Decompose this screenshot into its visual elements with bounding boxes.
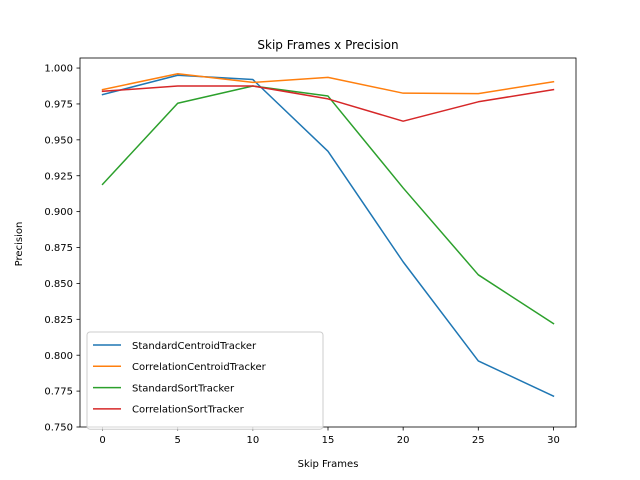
legend-label-0: StandardCentroidTracker	[132, 341, 257, 352]
y-tick-label: 0.825	[44, 315, 73, 326]
x-axis-label: Skip Frames	[298, 459, 359, 470]
y-tick-label: 0.875	[44, 243, 73, 254]
chart-title: Skip Frames x Precision	[257, 38, 398, 52]
x-tick-label: 20	[397, 435, 410, 446]
y-tick-label: 0.750	[44, 423, 73, 434]
y-tick-label: 1.000	[44, 64, 73, 75]
y-tick-label: 0.950	[44, 135, 73, 146]
plot-area: 0 5 10 15 20 25 30 0.750 0.775 0.800 0.825 0.850 0.8…	[44, 57, 577, 446]
y-tick-label: 0.850	[44, 279, 73, 290]
y-tick-label: 0.975	[44, 100, 73, 111]
legend-label-2: StandardSortTracker	[132, 383, 235, 394]
x-tick-label: 15	[322, 435, 335, 446]
y-tick-label: 0.925	[44, 171, 73, 182]
y-tick-label: 0.775	[44, 387, 73, 398]
y-tick-label: 0.900	[44, 207, 73, 218]
series-line-2	[101, 85, 555, 325]
x-tick-label: 0	[99, 435, 105, 446]
legend-label-3: CorrelationSortTracker	[132, 405, 245, 416]
x-tick-label: 10	[246, 435, 259, 446]
x-tick-label: 30	[547, 435, 560, 446]
legend-label-1: CorrelationCentroidTracker	[132, 362, 267, 373]
series-line-1	[101, 73, 555, 95]
series-line-0	[101, 74, 555, 398]
y-axis-label: Precision	[14, 222, 25, 267]
x-tick-label: 25	[472, 435, 485, 446]
y-tick-label: 0.800	[44, 351, 73, 362]
x-tick-label: 5	[175, 435, 181, 446]
series-line-3	[101, 85, 555, 122]
legend: StandardCentroidTracker CorrelationCentro…	[86, 331, 324, 430]
legend-box	[86, 331, 324, 430]
